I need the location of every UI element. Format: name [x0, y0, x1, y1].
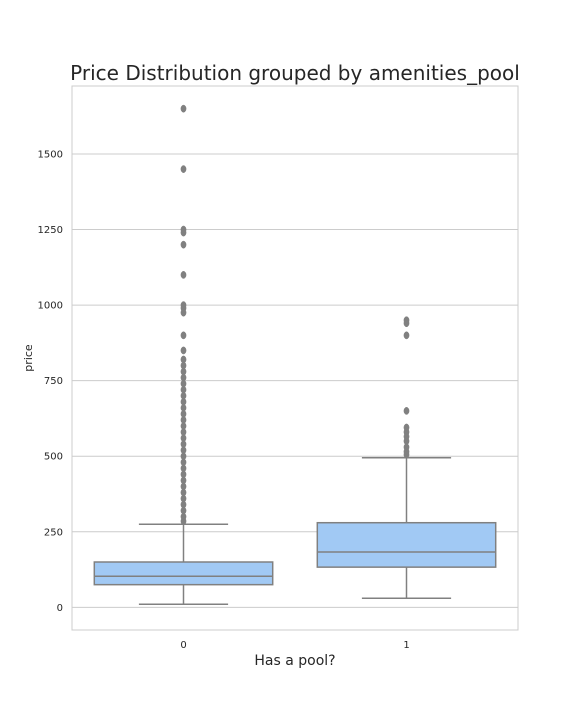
grid-lines — [72, 153, 518, 608]
outlier-point — [403, 407, 410, 415]
outlier-point — [403, 331, 410, 340]
box-0 — [93, 104, 274, 606]
outlier-point — [180, 271, 187, 279]
y-tick-label: 1500 — [38, 150, 63, 161]
iqr-box — [93, 561, 274, 586]
outlier-point — [180, 346, 187, 355]
y-tick-label: 250 — [44, 527, 63, 538]
x-axis-label: Has a pool? — [254, 653, 335, 669]
x-tick-label: 0 — [180, 640, 186, 651]
y-tick-label: 1000 — [38, 301, 63, 312]
outlier-point — [180, 308, 187, 317]
outlier-point — [180, 165, 187, 173]
outlier-point — [180, 228, 187, 237]
y-axis-label: price — [22, 344, 35, 372]
chart-title: Price Distribution grouped by amenities_… — [70, 61, 520, 85]
y-tick-label: 1250 — [38, 225, 63, 236]
outlier-point — [180, 240, 187, 249]
plot-frame — [71, 85, 519, 631]
boxes — [93, 104, 497, 606]
outlier-point — [403, 450, 410, 459]
box-1 — [316, 316, 497, 600]
x-tick-label: 1 — [403, 640, 409, 651]
outlier-point — [403, 319, 410, 328]
y-tick-label: 500 — [44, 452, 63, 463]
iqr-box — [316, 521, 497, 568]
outlier-point — [180, 104, 187, 113]
y-tick-labels: 0 250 500 750 1000 1250 1500 — [38, 150, 63, 614]
y-tick-label: 750 — [44, 376, 63, 387]
outlier-point — [180, 331, 187, 340]
y-tick-label: 0 — [57, 603, 63, 614]
outlier-point — [180, 517, 187, 526]
